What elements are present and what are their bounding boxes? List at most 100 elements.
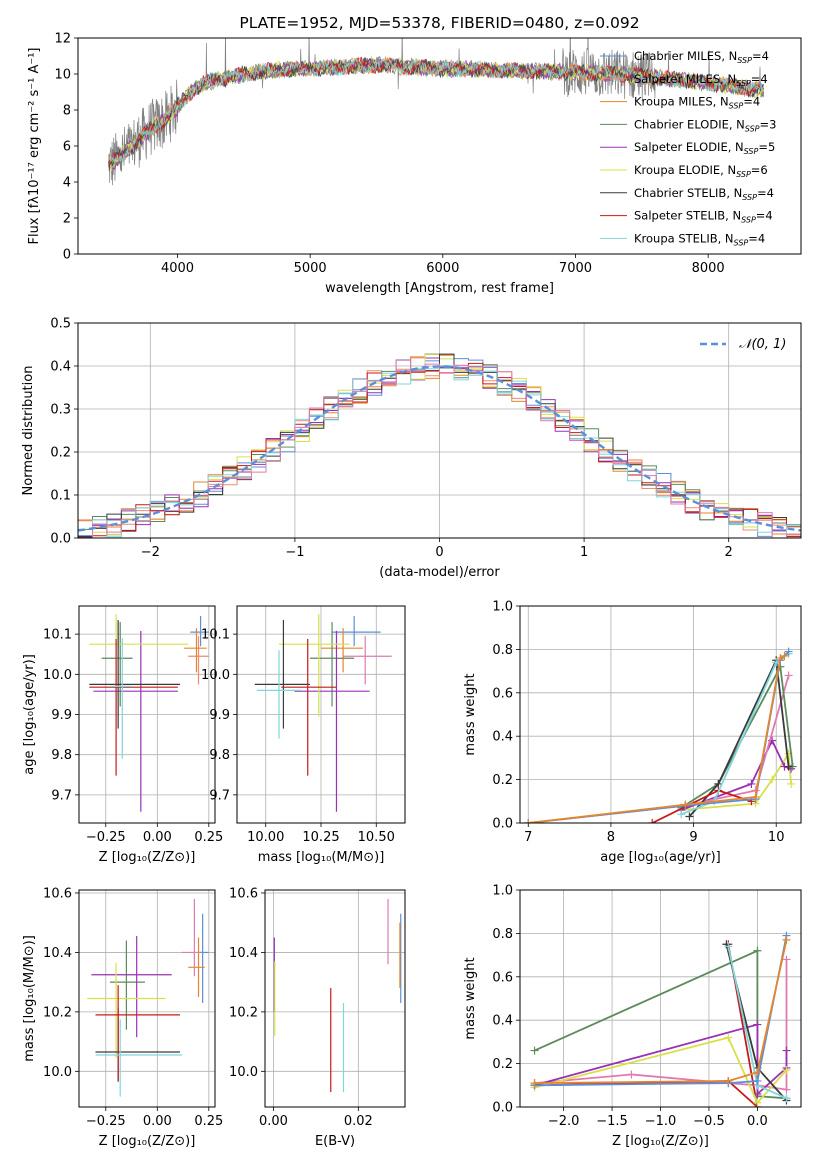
axes-frame — [236, 605, 406, 824]
chart-age_vs_Z: −0.25 0.00 0.25 9.7 9.8 9.9 10.0 10.1 Z [log₁₀(Z… — [22, 605, 223, 865]
legend-label: Chabrier MILES, NSSP=4 — [634, 49, 769, 65]
histogram-pink — [78, 359, 801, 538]
x-tick-label: −1.5 — [596, 1114, 628, 1129]
weight-marker — [782, 1046, 791, 1055]
errorbar-point — [101, 622, 133, 707]
y-tick-label: 10.1 — [201, 628, 230, 643]
y-tick-label: 0.8 — [492, 643, 513, 658]
axes-frame — [519, 889, 802, 1108]
y-tick-label: 0.3 — [50, 403, 71, 418]
weight-marker — [784, 647, 793, 656]
x-tick-label: 0.00 — [143, 1114, 172, 1129]
legend-label: Kroupa MILES, NSSP=4 — [634, 95, 760, 111]
model-spectrum-salpeter-stelib — [108, 56, 764, 166]
axes-frame — [519, 605, 802, 824]
errorbar-point — [109, 940, 145, 1030]
weight-marker — [776, 654, 785, 663]
y-tick-label: 10.4 — [43, 946, 72, 961]
y-tick-label: 0.4 — [492, 730, 513, 745]
x-tick-label: 0.00 — [259, 1114, 288, 1129]
x-axis-label: Z [log₁₀(Z/Z⊙)] — [99, 850, 196, 865]
plot-area — [79, 606, 215, 823]
y-tick-label: 0.6 — [492, 970, 513, 985]
y-tick-label: 6 — [63, 140, 71, 155]
chart-residuals: −2 −1 0 1 2 0.0 0.1 0.2 0.3 0.4 0.5 (data-model)/er… — [21, 317, 802, 580]
y-tick-label: 9.9 — [51, 708, 72, 723]
weight-line-kroupa-miles — [534, 939, 788, 1084]
y-axis-label: age [log₁₀(age/yr)] — [22, 654, 37, 775]
y-tick-label: 4 — [63, 176, 71, 191]
chart-title: PLATE=1952, MJD=53378, FIBERID=0480, z=0… — [239, 14, 639, 32]
y-tick-label: 10.6 — [43, 886, 72, 901]
y-tick-label: 0.0 — [492, 817, 513, 832]
x-tick-label: 6000 — [426, 261, 459, 276]
y-tick-label: 0 — [63, 248, 71, 263]
y-axis-label: mass [log₁₀(M/M⊙)] — [22, 935, 37, 1062]
x-tick-label: 8 — [607, 830, 615, 845]
y-tick-label: 0.2 — [50, 446, 71, 461]
x-tick-label: −1.0 — [645, 1114, 677, 1129]
x-tick-label: −1 — [285, 545, 304, 560]
weight-marker — [753, 946, 762, 955]
y-axis-label: Flux [fλ10⁻¹⁷ erg cm⁻² s⁻¹ A⁻¹] — [27, 48, 42, 245]
weight-marker — [753, 1068, 762, 1077]
weight-marker — [784, 762, 793, 771]
y-tick-label: 0.0 — [492, 1101, 513, 1116]
x-tick-label: 1 — [580, 545, 588, 560]
legend-label: Chabrier STELIB, NSSP=4 — [634, 186, 774, 202]
errorbar-point — [188, 636, 209, 685]
y-axis-label: mass weight — [463, 673, 478, 755]
y-tick-label: 0.2 — [492, 773, 513, 788]
legend-label: Salpeter STELIB, NSSP=4 — [634, 209, 773, 225]
x-tick-label: 0.0 — [747, 1114, 768, 1129]
x-tick-label: 0.02 — [344, 1114, 373, 1129]
errorbar-point — [89, 614, 189, 717]
weight-line-chabrier-elodie — [680, 663, 794, 809]
plot-area — [108, 38, 764, 186]
errorbar-point — [184, 628, 207, 673]
errorbar-point — [89, 638, 178, 776]
y-tick-label: 10.0 — [201, 668, 230, 683]
x-tick-label: −2 — [141, 545, 160, 560]
x-tick-label: 10.50 — [358, 830, 395, 845]
x-tick-label: 0.25 — [194, 830, 223, 845]
errorbar-point — [91, 936, 172, 1038]
weight-marker — [530, 1079, 539, 1088]
weight-line-chabrier-stelib — [688, 657, 790, 818]
x-tick-label: 10 — [768, 830, 785, 845]
x-tick-label: 4000 — [161, 261, 194, 276]
model-spectrum-kroupa-stelib — [108, 57, 764, 164]
errorbar-point — [281, 638, 337, 776]
weight-line-kroupa-miles — [528, 655, 785, 823]
legend-label: Kroupa ELODIE, NSSP=6 — [634, 163, 768, 179]
x-tick-label: 10.00 — [247, 830, 284, 845]
y-tick-label: 10.0 — [43, 668, 72, 683]
chart-spectrum: 4000 5000 6000 7000 8000 0 2 4 6 8 10 12 wavelength … — [27, 14, 802, 296]
plot-area — [520, 606, 801, 823]
y-tick-label: 1.0 — [492, 884, 513, 899]
chart-weight_vs_age: 7 8 9 10 0.0 0.2 0.4 0.6 0.8 1.0 age [log₁₀(age/yr… — [463, 600, 802, 865]
errorbar-point — [89, 620, 180, 729]
weight-marker — [782, 935, 791, 944]
weight-marker — [782, 1085, 791, 1094]
y-axis-label: Normed distribution — [21, 366, 36, 496]
legend-label: Salpeter ELODIE, NSSP=5 — [634, 140, 775, 156]
y-tick-label: 0.4 — [492, 1014, 513, 1029]
errorbar-point — [309, 622, 355, 707]
y-tick-label: 10.0 — [229, 1065, 258, 1080]
legend-label: Salpeter MILES, NSSP=4 — [634, 72, 768, 88]
errorbar-point — [332, 616, 381, 647]
chart-mass_vs_ebv: 0.00 0.02 10.0 10.2 10.4 10.6 E(B-V) — [229, 886, 406, 1149]
weight-marker — [747, 779, 756, 788]
y-tick-label: 0.8 — [492, 927, 513, 942]
x-tick-label: 7 — [524, 830, 532, 845]
x-tick-label: 0 — [435, 545, 443, 560]
x-tick-label: −0.25 — [86, 1114, 126, 1129]
weight-marker — [784, 671, 793, 680]
weight-marker — [753, 1076, 762, 1085]
x-axis-label: Z [log₁₀(Z/Z⊙)] — [99, 1134, 196, 1149]
y-tick-label: 10.1 — [43, 628, 72, 643]
errorbar-point — [254, 620, 310, 729]
y-axis-label: mass weight — [463, 957, 478, 1039]
